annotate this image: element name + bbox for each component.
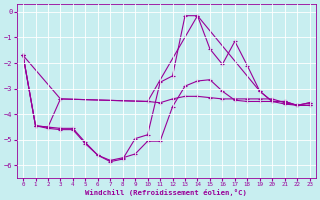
X-axis label: Windchill (Refroidissement éolien,°C): Windchill (Refroidissement éolien,°C)	[85, 189, 247, 196]
